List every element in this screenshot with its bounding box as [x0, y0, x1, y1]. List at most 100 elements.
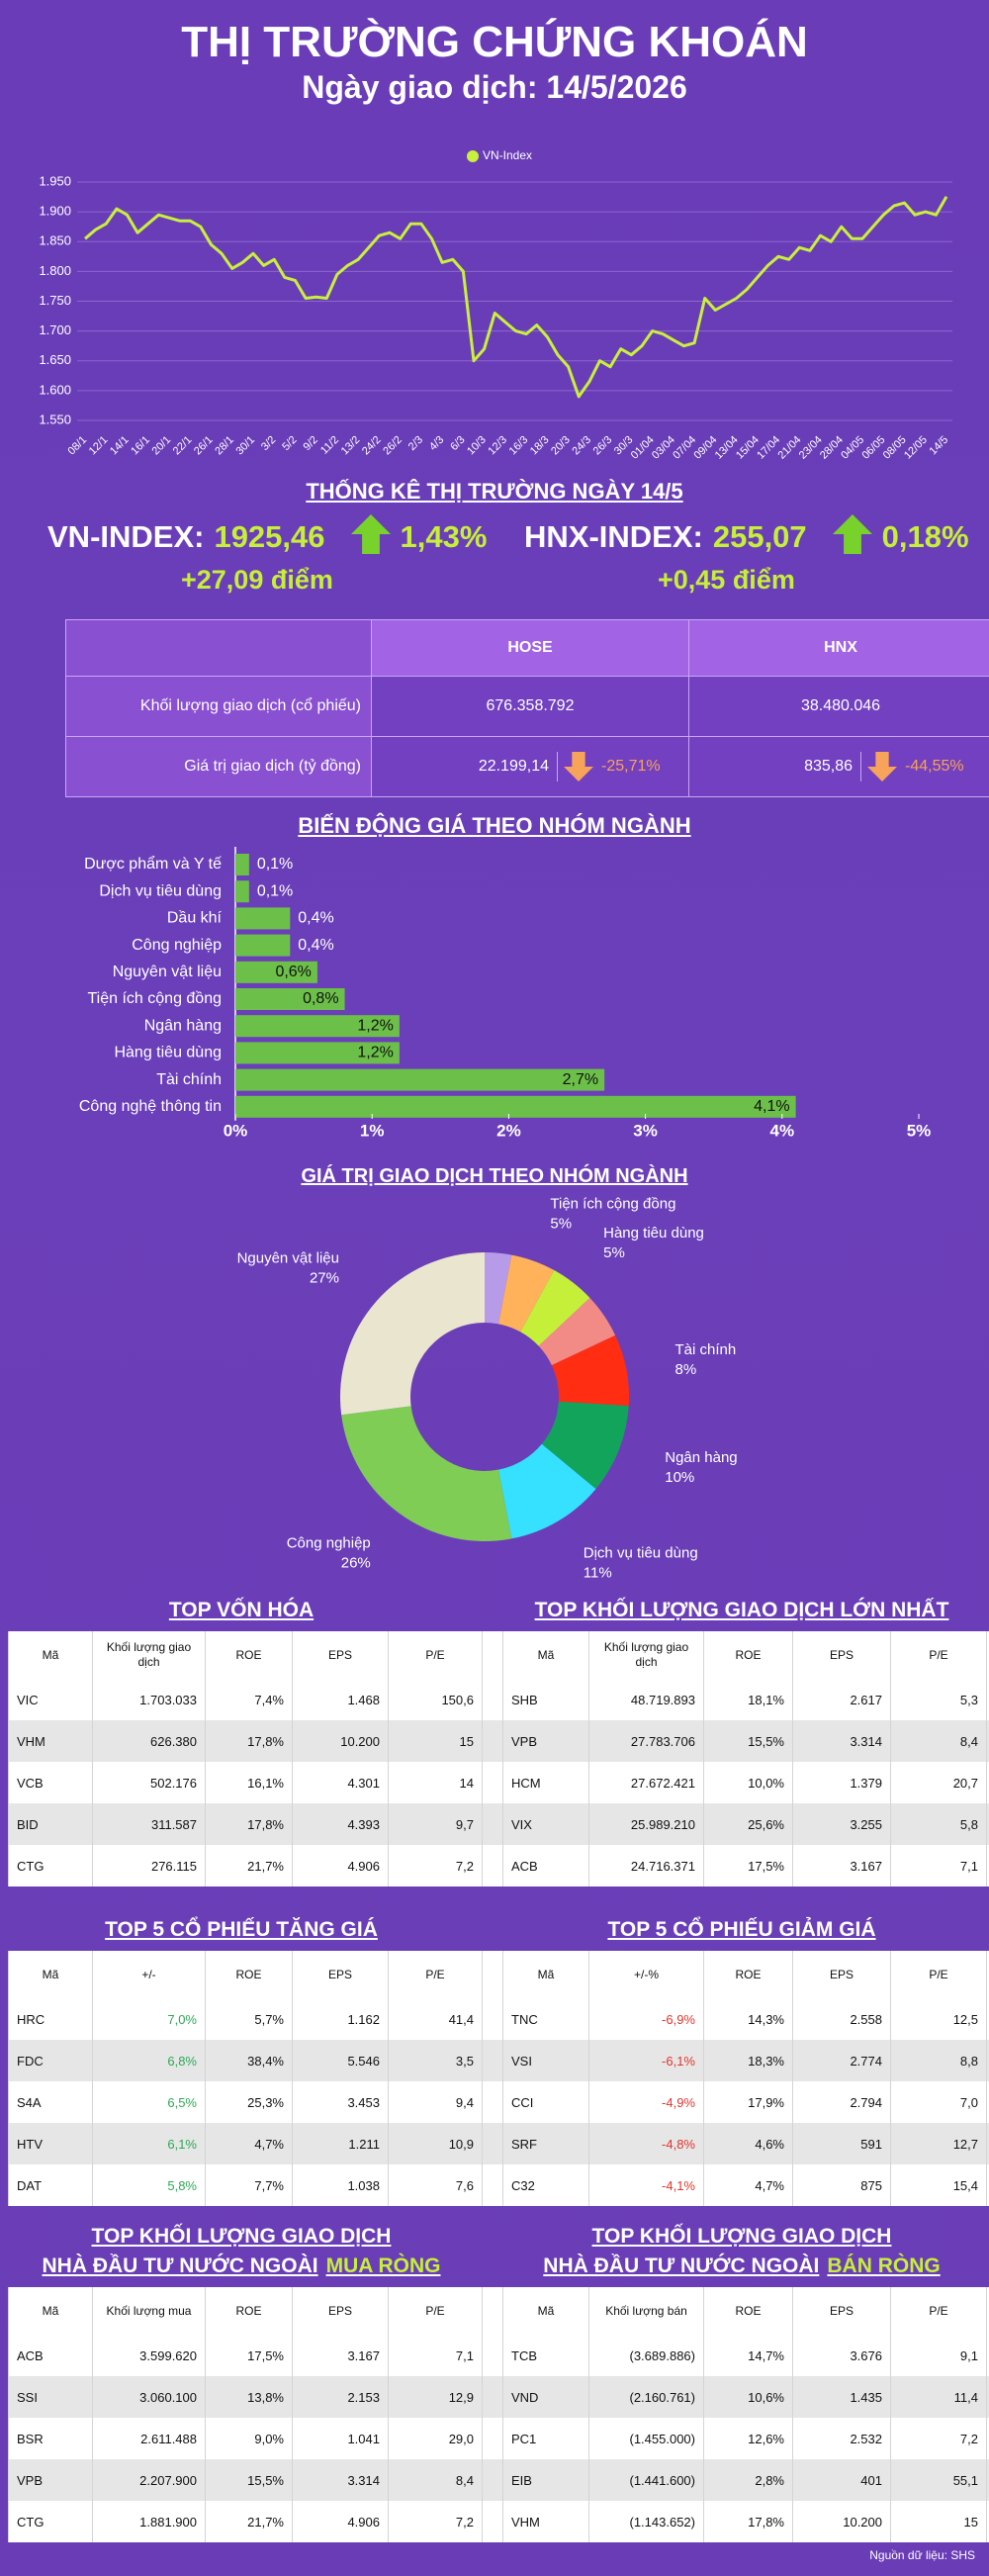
title-line: TOP 5 CỔ PHIẾU GIẢM GIÁ — [502, 1915, 981, 1945]
x-tick-label: 07/04 — [671, 434, 698, 462]
cell: 0,9 — [986, 1679, 989, 1720]
cell: 17,8% — [703, 2501, 793, 2542]
cell: 12,5 — [890, 1998, 987, 2040]
index-points: +27,09 điểm — [181, 565, 333, 595]
cell: 1,4 — [986, 1803, 989, 1845]
cell: 676.358.792 — [371, 676, 689, 737]
cell: (1.143.652) — [588, 2501, 704, 2542]
cell: -4,8% — [588, 2123, 704, 2164]
table-title: TOP VỐN HÓA — [8, 1596, 475, 1625]
slice-label: Tài chính — [675, 1341, 737, 1358]
arrow-down — [867, 752, 897, 782]
cell: VIX — [502, 1803, 589, 1845]
cell: 2.558 — [792, 1998, 891, 2040]
index-points: +0,45 điểm — [658, 565, 795, 595]
source: Nguồn dữ liệu: SHS — [869, 2548, 975, 2562]
donut-slice — [485, 1252, 512, 1325]
cell: 12,9 — [388, 2376, 483, 2418]
slice-label: Ngân hàng — [665, 1449, 737, 1466]
category-label: Nguyên vật liệu — [113, 964, 222, 980]
x-tick-label: 21/04 — [776, 434, 804, 462]
cell: BSR — [8, 2418, 93, 2459]
donut-slice — [551, 1334, 629, 1407]
x-tick-label: 01/04 — [629, 434, 657, 462]
header-cell: P/E — [388, 1631, 483, 1679]
y-tick-label: 1.650 — [39, 352, 71, 367]
header-cell: P/E — [890, 1631, 987, 1679]
category-label: Hàng tiêu dùng — [114, 1045, 222, 1061]
cell: 1,2 — [986, 2376, 989, 2418]
index-change: 1,43% — [400, 519, 488, 554]
donut-slice — [541, 1401, 629, 1490]
category-label: Dược phẩm và Y tế — [84, 855, 222, 873]
header-cell: Mã — [8, 1631, 93, 1679]
corner-cell — [65, 619, 372, 677]
cell: (2.160.761) — [588, 2376, 704, 2418]
value-label: 4,1% — [754, 1098, 789, 1115]
cell: 3.255 — [792, 1803, 891, 1845]
cell: 12,7 — [890, 2123, 987, 2164]
cell: 1.162 — [292, 1998, 389, 2040]
value-label: 0,4% — [298, 937, 333, 954]
x-tick-label: 24/3 — [570, 434, 593, 458]
x-tick-label: 12/3 — [486, 434, 509, 458]
cell: 311.587 — [92, 1803, 206, 1845]
slice-label: Dịch vụ tiêu dùng — [584, 1545, 698, 1562]
row: Giá trị giao dịch (tỷ đồng) 22.199,14 -25,… — [65, 736, 989, 797]
cell-wrap: 22.199,14 -25,71% — [380, 752, 680, 782]
y-tick-label: 1.900 — [39, 204, 71, 219]
title-line: NHÀ ĐẦU TƯ NƯỚC NGOÀI BÁN RÒNG — [502, 2252, 981, 2281]
cell: 24.716.371 — [588, 1845, 704, 1886]
table-title: TOP KHỐI LƯỢNG GIAO DỊCH NHÀ ĐẦU TƯ NƯỚC … — [8, 2222, 475, 2281]
header-cell: Mã — [8, 1951, 93, 1998]
title-text: NHÀ ĐẦU TƯ NƯỚC NGOÀI — [543, 2254, 820, 2277]
header-cell: ROE — [205, 2287, 293, 2335]
donut-slice — [341, 1406, 512, 1541]
cell: (3.689.886) — [588, 2335, 704, 2376]
header-cell: Khối lượng bán — [588, 2287, 704, 2335]
arrow-shape — [564, 752, 593, 782]
header-cell: EPS — [792, 1951, 891, 1998]
title-text: TOP 5 CỔ PHIẾU TĂNG GIÁ — [105, 1918, 378, 1941]
x-tick-label: 13/2 — [339, 434, 363, 458]
cell: SHB — [502, 1679, 589, 1720]
x-tick-label: 12/05 — [902, 434, 930, 462]
cell: 3,5 — [388, 2040, 483, 2081]
row: Khối lượng giao dịch (cổ phiếu) 676.358.7… — [65, 676, 989, 737]
cell: 835,86 -44,55% — [688, 736, 989, 797]
header-cell: EPS — [292, 2287, 389, 2335]
cell: BID — [8, 1803, 93, 1845]
slice-value: 5% — [603, 1244, 625, 1261]
cell-value: 676.358.792 — [486, 697, 575, 714]
cell: VPB — [502, 1720, 589, 1762]
data-table: Mã+/-%ROEEPSP/EP/BTNC-6,9%14,3%2.55812,5… — [502, 1951, 989, 2206]
title: THỊ TRƯỜNG CHỨNG KHOÁN — [181, 18, 808, 66]
cell: CCI — [502, 2081, 589, 2123]
header-cell: ROE — [703, 2287, 793, 2335]
header-cell: P/E — [388, 1951, 483, 1998]
cell: 276.115 — [92, 1845, 206, 1886]
cell: 2.794 — [792, 2081, 891, 2123]
x-tick-label: 14/1 — [108, 434, 132, 458]
legend-label: VN-Index — [483, 148, 532, 162]
cell: PC1 — [502, 2418, 589, 2459]
cell: 2.774 — [792, 2040, 891, 2081]
cell: 4,7% — [205, 2123, 293, 2164]
legend-swatch — [467, 150, 479, 162]
x-tick-label: 24/2 — [360, 434, 384, 458]
cell: 17,8% — [205, 1720, 293, 1762]
cell: 7,1 — [388, 2335, 483, 2376]
cell: 7,2 — [890, 2418, 987, 2459]
cell: HRC — [8, 1998, 93, 2040]
cell: 15,5% — [703, 1720, 793, 1762]
header-cell: ROE — [205, 1951, 293, 1998]
